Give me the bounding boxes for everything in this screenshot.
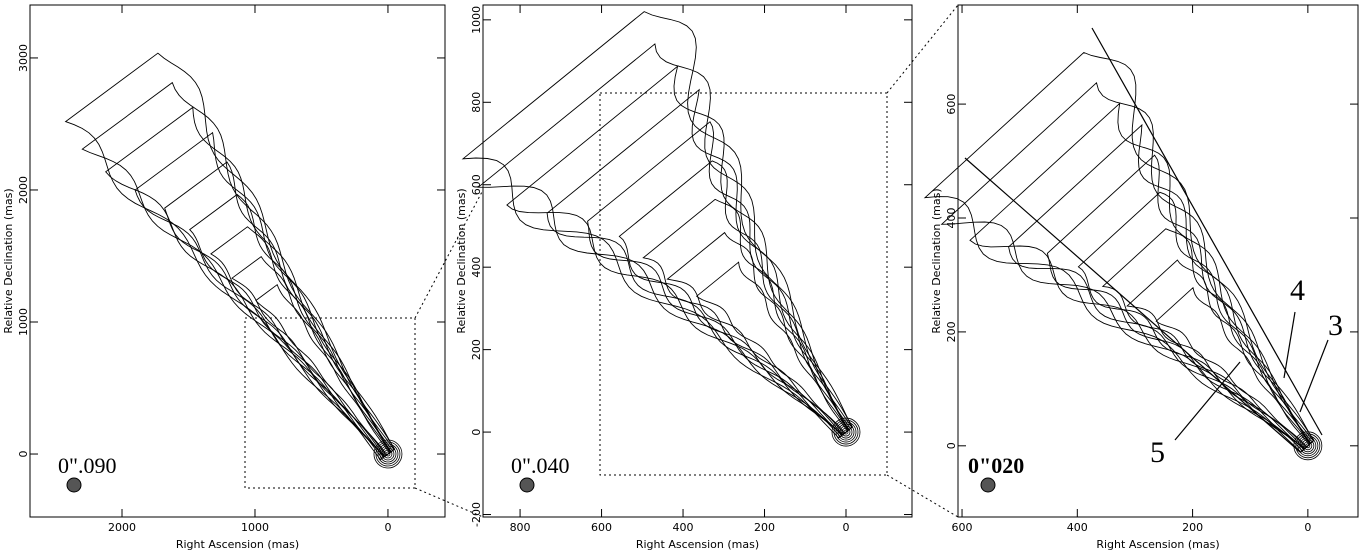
beam [67, 478, 81, 492]
component-label: 4 [1290, 274, 1305, 307]
contour [165, 162, 392, 457]
contour [66, 53, 395, 459]
x-tick-label: 2000 [108, 521, 136, 534]
contour [190, 195, 391, 457]
contour [970, 103, 1313, 449]
zoom-line [887, 5, 958, 93]
x-tick-label: 0 [843, 521, 850, 534]
y-tick-label: 0 [470, 429, 483, 436]
contour [256, 285, 390, 455]
beam-label: 0".090 [58, 453, 116, 478]
x-axis-label: Right Ascension (mas) [1096, 538, 1219, 551]
x-tick-label: 800 [510, 521, 531, 534]
x-axis-label: Right Ascension (mas) [636, 538, 759, 551]
y-tick-label: 3000 [17, 44, 30, 72]
y-tick-label: 600 [470, 174, 483, 195]
y-tick-label: -200 [470, 502, 483, 527]
contour [106, 107, 394, 457]
beam-label: 0".040 [511, 453, 569, 478]
contour [1078, 192, 1310, 449]
y-axis-label: Relative Declination (mas) [930, 188, 943, 333]
zoom-line [415, 190, 483, 318]
y-tick-label: 800 [470, 92, 483, 113]
x-tick-label: 400 [673, 521, 694, 534]
contour [211, 227, 391, 456]
zoom-guides [245, 5, 958, 517]
panel: 600 400 200 0 0 200 400 600 Right Ascension (mas… [925, 5, 1358, 551]
contour [619, 161, 848, 435]
panel: 2000 1000 0 0 1000 2000 3000 Right Ascension (m… [2, 5, 445, 551]
component-label: 5 [1150, 436, 1165, 469]
beam-label: 0"020 [968, 453, 1024, 478]
y-tick-label: 2000 [17, 176, 30, 204]
annotation-line [1284, 312, 1295, 378]
panel: 800 600 400 200 0 -200 0 200 400 600 800 1000 Right … [455, 5, 912, 551]
figure: 2000100000100020003000Right Ascension (m… [0, 0, 1367, 553]
contour [1009, 125, 1313, 449]
x-tick-label: 0 [1304, 521, 1311, 534]
x-tick-label: 200 [1182, 521, 1203, 534]
y-tick-label: 200 [470, 339, 483, 360]
contour [925, 53, 1314, 453]
y-tick-label: 400 [945, 208, 958, 229]
y-tick-label: 200 [945, 321, 958, 342]
zoom-line [887, 475, 958, 517]
x-tick-label: 600 [591, 521, 612, 534]
wedge-line [1092, 28, 1322, 435]
x-axis-label: Right Ascension (mas) [176, 538, 299, 551]
contour [1047, 155, 1311, 449]
component-label: 3 [1328, 309, 1343, 342]
beam [981, 478, 995, 492]
contour [82, 83, 394, 459]
y-tick-label: 0 [945, 442, 958, 449]
y-tick-label: 1000 [17, 308, 30, 336]
x-tick-label: 1000 [241, 521, 269, 534]
contour [1127, 260, 1310, 448]
x-tick-label: 0 [384, 521, 391, 534]
annotation-line [1300, 340, 1328, 412]
y-tick-label: 600 [945, 94, 958, 115]
contour [547, 90, 850, 435]
contour [667, 233, 848, 434]
y-axis-label: Relative Declination (mas) [455, 188, 468, 333]
y-axis-label: Relative Declination (mas) [2, 188, 15, 333]
y-tick-label: 400 [470, 257, 483, 278]
beam [520, 478, 534, 492]
contour [463, 12, 852, 438]
opening-angle-lines [965, 28, 1328, 452]
contour [232, 257, 390, 456]
x-tick-label: 600 [952, 521, 973, 534]
x-tick-label: 200 [754, 521, 775, 534]
x-tick-label: 400 [1067, 521, 1088, 534]
annotation-line [1175, 362, 1240, 440]
y-tick-label: 1000 [470, 6, 483, 34]
zoom-box [600, 93, 887, 475]
y-tick-label: 0 [17, 451, 30, 458]
